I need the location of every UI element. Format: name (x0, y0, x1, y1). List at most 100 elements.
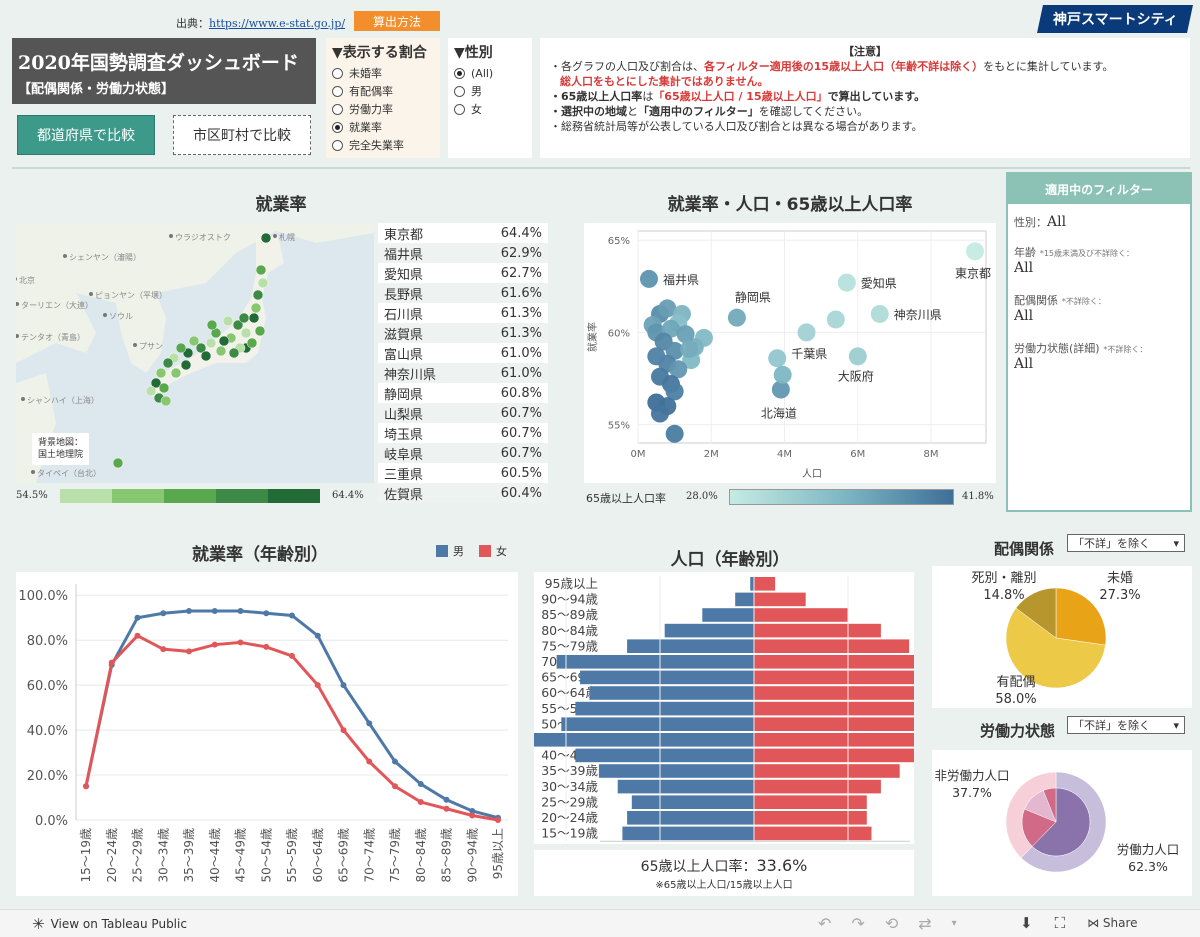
ranking-row[interactable]: 三重県 60.5% (378, 463, 548, 483)
sex-option[interactable]: 男 (454, 82, 526, 100)
age-label: 30～34歳 (541, 779, 598, 794)
source-link[interactable]: https://www.e-stat.go.jp/ (209, 17, 346, 30)
japan-map[interactable]: ウラジオストク 札幌 シェンヤン（瀋陽） 北京 ピョンヤン（平壌） ターリエン（大連） ソウ… (16, 223, 374, 483)
filter-age-note: *15歳未満及び不詳除く： (1039, 249, 1135, 258)
male-bar (528, 733, 754, 747)
ranking-row[interactable]: 山梨県 60.7% (378, 403, 548, 423)
ratio-option[interactable]: 未婚率 (332, 64, 434, 82)
y-tick-label: 40.0% (27, 724, 68, 739)
ranking-row[interactable]: 長野県 61.6% (378, 283, 548, 303)
prefecture-dot (188, 335, 200, 347)
sex-option[interactable]: 女 (454, 100, 526, 118)
share-button[interactable]: ⋈ Share (1087, 916, 1138, 930)
pie-label: 非労働力人口 (934, 768, 1009, 783)
ranking-row[interactable]: 埼玉県 60.7% (378, 423, 548, 443)
ranking-row[interactable]: 石川県 61.3% (378, 303, 548, 323)
ranking-row[interactable]: 福井県 62.9% (378, 243, 548, 263)
pyramid-section-title: 人口（年齢別） (670, 550, 790, 570)
ranking-pref-value: 61.3% (500, 305, 542, 321)
male-bar (702, 608, 754, 622)
refresh-icon[interactable]: ⇄ (918, 914, 932, 933)
sex-option-label: 男 (471, 85, 482, 98)
ranking-pref-name: 滋賀県 (384, 327, 424, 343)
x-tick-label: 35～39歳 (182, 828, 196, 883)
scatter-point-label: 北海道 (761, 406, 797, 421)
series-point (160, 646, 167, 653)
city-marker-icon (273, 234, 277, 238)
ranking-row[interactable]: 富山県 61.0% (378, 343, 548, 363)
ranking-pref-name: 山梨県 (384, 407, 424, 423)
male-bar (598, 764, 754, 778)
redo-icon[interactable]: ↷ (851, 914, 865, 933)
ratio-option[interactable]: 労働力率 (332, 100, 434, 118)
dashboard-subtitle: 【配偶関係・労働力状態】 (18, 82, 175, 97)
calc-method-button[interactable]: 算出方法 (354, 11, 440, 31)
series-point (211, 641, 218, 648)
ranking-pref-name: 岐阜県 (384, 447, 424, 463)
male-bar (580, 670, 754, 685)
download-icon[interactable]: ⬇ (1020, 914, 1033, 932)
aging-rate-note: ※65歳以上人口/15歳以上人口 (655, 880, 793, 891)
sex-option[interactable]: (All) (454, 64, 526, 82)
series-point (237, 607, 244, 614)
line-chart[interactable]: 0.0% 20.0% 40.0% 60.0% 80.0% 100.0% 15～19歳 20～2… (16, 572, 518, 896)
ratio-option[interactable]: 有配偶率 (332, 82, 434, 100)
ranking-row[interactable]: 東京都 64.4% (378, 223, 548, 243)
filter-marital-note: *不詳除く： (1061, 297, 1106, 306)
notice-line-4: ・選択中の地域と「適用中のフィルター」を確認してください。 (550, 105, 869, 118)
marital-pie-panel[interactable]: 未婚 27.3% 有配偶 58.0% 死別・離別 14.8% (932, 566, 1192, 708)
scatter-point (771, 380, 790, 399)
female-bar (754, 826, 872, 841)
ranking-row[interactable]: 岐阜県 60.7% (378, 443, 548, 463)
pause-icon[interactable]: ▾ (951, 918, 957, 929)
filter-labor-label: 労働力状態(詳細) (1014, 342, 1100, 355)
scatter-legend-label: 65歳以上人口率 (586, 492, 666, 505)
map-city-label: プサン (139, 342, 163, 351)
ratio-option[interactable]: 完全失業率 (332, 136, 434, 154)
compare-city-button[interactable]: 市区町村で比較 (173, 115, 311, 155)
undo-icon[interactable]: ↶ (818, 914, 832, 933)
x-tick-label: 50～54歳 (259, 828, 273, 883)
map-scale-max: 64.4% (332, 490, 364, 501)
female-bar (754, 733, 966, 747)
female-bar (754, 795, 867, 809)
male-bar (664, 623, 754, 638)
ratio-filter-title: ▼表示する割合 (332, 45, 427, 61)
marital-dropdown[interactable]: 「不詳」を除く ▾ (1067, 534, 1185, 552)
fullscreen-icon[interactable]: ⛶ (1054, 914, 1066, 932)
scatter-legend-min: 28.0% (686, 491, 718, 502)
prefecture-dot (195, 342, 207, 354)
map-city-label: ソウル (109, 312, 133, 321)
ratio-option[interactable]: 就業率 (332, 118, 434, 136)
pie-slice (1055, 587, 1107, 646)
filter-marital-label: 配偶関係 (1014, 294, 1058, 307)
labor-pie-panel[interactable]: 労働力人口 62.3% 非労働力人口 37.7% (932, 750, 1192, 896)
scatter-chart[interactable]: 0M 2M 4M 6M 8M 55% 60% 65% 人口 就業率 東京都 福井県 愛知県 神奈川県 静岡県… (584, 223, 996, 483)
age-label: 85～89歳 (541, 607, 598, 622)
ranking-row[interactable]: 滋賀県 61.3% (378, 323, 548, 343)
ratio-option-label: 有配偶率 (349, 85, 393, 98)
labor-dropdown[interactable]: 「不詳」を除く ▾ (1067, 716, 1185, 734)
radio-icon (332, 85, 343, 97)
filter-labor-note: *不詳除く： (1103, 345, 1148, 354)
pyramid-chart[interactable]: 95歳以上90～94歳85～89歳80～84歳75～79歳70～74歳65～69… (528, 572, 966, 862)
ranking-row[interactable]: 愛知県 62.7% (378, 263, 548, 283)
ranking-row[interactable]: 静岡県 60.8% (378, 383, 548, 403)
age-label: 60～64歳 (541, 685, 598, 700)
ranking-row[interactable]: 佐賀県 60.4% (378, 483, 548, 503)
notice-line-2: 総人口をもとにした集計ではありません。 (560, 75, 769, 88)
x-tick-label: 95歳以上 (491, 828, 505, 879)
radio-icon (332, 121, 343, 133)
china-shape (16, 373, 56, 483)
y-tick-label: 60.0% (27, 679, 68, 694)
donut-inner-slice (1024, 790, 1057, 823)
labor-section-title: 労働力状態 (980, 722, 1056, 740)
view-on-tableau-link[interactable]: ✳ View on Tableau Public (32, 914, 187, 933)
compare-prefecture-button[interactable]: 都道府県で比較 (17, 115, 155, 155)
ranking-row[interactable]: 神奈川県 61.0% (378, 363, 548, 383)
scatter-point (768, 349, 787, 368)
marital-canvas: 未婚 27.3% 有配偶 58.0% 死別・離別 14.8% (971, 571, 1140, 707)
pref-ranking-list[interactable]: 東京都 64.4% 福井県 62.9% 愛知県 62.7% 長野県 61.6% 石川県 61.3%… (378, 223, 548, 503)
revert-icon[interactable]: ⟲ (884, 914, 899, 933)
